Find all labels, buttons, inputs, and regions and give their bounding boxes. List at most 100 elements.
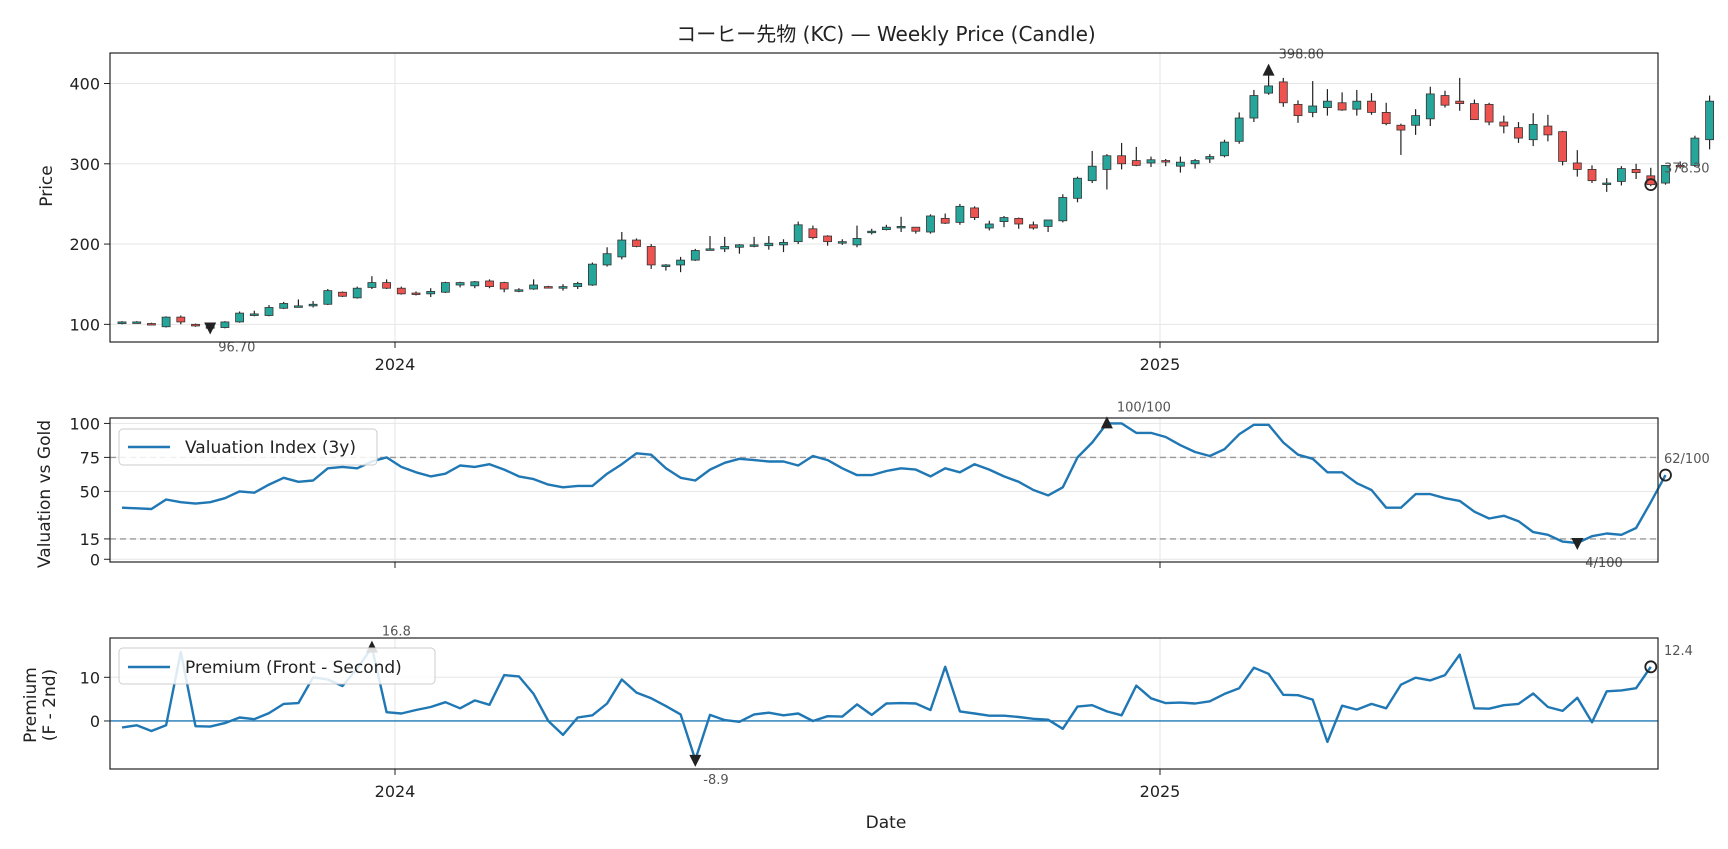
candle-up bbox=[352, 287, 362, 299]
candle-down bbox=[940, 217, 950, 224]
premium-axes-frame bbox=[109, 637, 1659, 770]
candle-down bbox=[1440, 95, 1450, 106]
premium-annotations: 16.8 -8.9 12.4 bbox=[365, 625, 1693, 788]
candle-down bbox=[1675, 164, 1685, 168]
candle-up bbox=[1425, 93, 1435, 120]
candle-up bbox=[264, 307, 274, 316]
candle-up bbox=[588, 263, 597, 286]
candle-up bbox=[279, 303, 289, 309]
candle-up bbox=[867, 230, 877, 234]
min-annotation: 4/100 bbox=[1585, 556, 1622, 571]
candle-up bbox=[1705, 100, 1714, 141]
candle-up bbox=[1308, 105, 1318, 113]
candle-up bbox=[426, 291, 436, 295]
candle-up bbox=[249, 313, 259, 316]
candle-up bbox=[161, 316, 171, 328]
candle-down bbox=[411, 292, 421, 295]
min-marker bbox=[1571, 537, 1584, 550]
candle-up bbox=[926, 215, 935, 233]
max-annotation: 16.8 bbox=[382, 625, 411, 640]
candle-down bbox=[543, 286, 553, 289]
candle-down bbox=[1587, 169, 1597, 182]
candle-down bbox=[1572, 162, 1582, 170]
y-tick-label: 10 bbox=[80, 668, 100, 687]
valuation-reference-lines bbox=[110, 456, 1658, 540]
candle-down bbox=[1631, 169, 1641, 174]
y-tick-label: 50 bbox=[80, 482, 100, 501]
max-annotation: 100/100 bbox=[1117, 400, 1171, 415]
candle-up bbox=[984, 223, 994, 229]
candle-up bbox=[602, 253, 612, 266]
valuation-series bbox=[121, 422, 1667, 545]
candle-up bbox=[617, 239, 627, 258]
premium-y-axis-label-line: Premium bbox=[21, 667, 41, 743]
candle-up bbox=[1220, 141, 1229, 157]
price-y-ticks: 100 200 300 400 bbox=[69, 75, 110, 334]
candle-up bbox=[793, 224, 803, 243]
candle-up bbox=[132, 321, 142, 324]
premium-legend-box bbox=[118, 647, 436, 685]
candle-down bbox=[1470, 103, 1479, 121]
y-tick-label: 75 bbox=[80, 448, 100, 467]
candle-up bbox=[955, 205, 965, 223]
premium-panel: 16.8 -8.9 12.4 0 10 2024 2025 Premium(F - 2n… bbox=[21, 625, 1693, 833]
candle-down bbox=[382, 282, 392, 289]
candle-down bbox=[1161, 160, 1171, 163]
y-tick-label: 0 bbox=[90, 712, 100, 731]
candle-down bbox=[1455, 100, 1465, 104]
min-annotation: 96.70 bbox=[218, 341, 255, 356]
candle-up bbox=[1690, 137, 1700, 166]
candle-up bbox=[749, 244, 759, 247]
y-tick-label: 100 bbox=[69, 315, 100, 334]
premium-y-axis-label: Premium(F - 2nd) bbox=[21, 667, 60, 743]
last-marker bbox=[1644, 660, 1658, 674]
valuation-x-ticks bbox=[394, 562, 1161, 568]
premium-x-axis-label: Date bbox=[866, 813, 907, 833]
candle-up bbox=[1234, 117, 1244, 142]
candle-up bbox=[1602, 182, 1612, 185]
max-annotation: 398.80 bbox=[1279, 48, 1325, 63]
candle-down bbox=[1117, 155, 1126, 165]
candle-down bbox=[808, 228, 818, 239]
y-tick-label: 0 bbox=[90, 550, 100, 569]
candle-down bbox=[1484, 103, 1494, 123]
candle-up bbox=[235, 312, 245, 323]
candle-up bbox=[1205, 156, 1215, 160]
last-marker bbox=[1659, 468, 1672, 482]
candle-up bbox=[690, 250, 700, 261]
premium-x-ticks: 2024 2025 bbox=[375, 769, 1180, 801]
max-marker bbox=[1100, 416, 1113, 429]
candle-up bbox=[1102, 155, 1112, 170]
last-marker bbox=[1644, 178, 1658, 192]
candle-up bbox=[1528, 124, 1538, 141]
candle-down bbox=[1278, 81, 1288, 104]
price-grid bbox=[110, 53, 1658, 342]
price-annotations: 398.80 96.70 378.30 bbox=[204, 48, 1710, 356]
valuation-axes-frame bbox=[109, 417, 1659, 563]
candle-down bbox=[1131, 160, 1141, 166]
candle-up bbox=[1058, 197, 1068, 222]
min-marker bbox=[689, 754, 702, 767]
candle-up bbox=[1617, 168, 1626, 182]
candle-down bbox=[1014, 217, 1024, 225]
y-tick-label: 15 bbox=[80, 530, 100, 549]
candle-down bbox=[191, 323, 200, 327]
y-tick-label: 400 bbox=[69, 75, 100, 94]
candle-up bbox=[705, 248, 715, 251]
candle-up bbox=[1087, 165, 1097, 182]
candle-up bbox=[529, 284, 538, 290]
candle-down bbox=[823, 235, 832, 243]
price-y-axis-label: Price bbox=[37, 165, 57, 206]
candle-up bbox=[117, 321, 127, 324]
candle-up bbox=[1323, 100, 1332, 108]
candle-down bbox=[1293, 103, 1303, 117]
valuation-legend-label: Valuation Index (3y) bbox=[185, 438, 356, 458]
candle-up bbox=[558, 286, 568, 289]
candle-up bbox=[308, 303, 318, 307]
candle-up bbox=[1043, 219, 1053, 227]
candle-up bbox=[852, 238, 862, 246]
candle-up bbox=[1661, 164, 1670, 184]
candle-down bbox=[646, 246, 656, 266]
